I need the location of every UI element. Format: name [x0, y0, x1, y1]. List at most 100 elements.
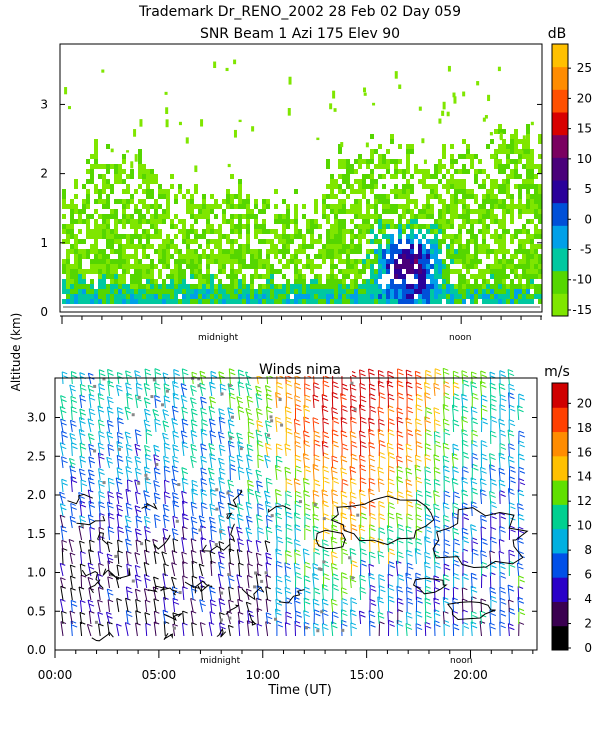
snr-cell [154, 279, 158, 284]
wind-barb-flag [388, 428, 394, 432]
snr-cell [346, 274, 350, 279]
snr-cell [446, 289, 450, 294]
snr-cell [254, 259, 258, 264]
snr-cell [410, 174, 414, 179]
snr-cell [414, 214, 418, 219]
snr-cell [142, 204, 146, 209]
snr-cell [466, 254, 470, 259]
snr-cell [538, 269, 542, 274]
snr-cell [230, 299, 234, 304]
wind-barb-flag [87, 599, 94, 603]
wind-barb-flag [79, 408, 86, 412]
snr-cell [370, 299, 374, 304]
snr-cell [314, 209, 318, 214]
wind-barb-flag [286, 482, 293, 486]
snr-cell [214, 199, 218, 204]
wind-barb [218, 551, 222, 565]
wind-barb-flag [155, 471, 161, 475]
snr-cell [358, 284, 362, 289]
snr-cell [258, 209, 262, 214]
wind-barb-flag [219, 622, 225, 626]
wind-barb-flag [286, 601, 293, 605]
snr-cell [422, 224, 426, 229]
wind-barb [209, 503, 213, 517]
wind-barb-flag [416, 589, 423, 593]
snr-cell [82, 289, 86, 294]
snr-cell [178, 299, 182, 304]
wind-barb [238, 563, 241, 577]
snr-cell [514, 159, 518, 164]
snr-cell [274, 244, 278, 249]
wind-barb-flag [370, 468, 376, 472]
wind-barb-flag [190, 516, 197, 520]
snr-cell [78, 259, 82, 264]
wind-barb [143, 574, 148, 589]
wind-barb-flag [98, 452, 104, 456]
snr-cell [326, 234, 330, 239]
snr-cell [286, 289, 290, 294]
wind-barb [191, 408, 194, 421]
wind-barb [359, 537, 362, 553]
wind-barb-flag [164, 459, 170, 463]
snr-cell [354, 284, 358, 289]
snr-cell [330, 284, 334, 289]
snr-cell [422, 204, 426, 209]
wind-barb-flag [135, 460, 142, 463]
wind-barb [424, 392, 427, 409]
snr-cell [139, 119, 143, 127]
snr-cell [138, 299, 142, 304]
snr-cell [342, 204, 346, 209]
snr-cell [430, 239, 434, 244]
snr-cell [258, 294, 262, 299]
wind-barb-flag [304, 561, 310, 565]
snr-cell [218, 249, 222, 254]
wind-barb [340, 524, 343, 541]
wind-barb-flag [117, 495, 123, 499]
snr-cell [242, 284, 246, 289]
snr-cell [530, 254, 534, 259]
wind-barb-flag [209, 481, 216, 485]
wind-barb-flag [324, 456, 330, 460]
wind-barb [144, 368, 148, 385]
snr-cell [386, 209, 390, 214]
snr-cell [74, 264, 78, 269]
snr-cell [350, 209, 354, 214]
snr-cell [510, 144, 514, 149]
wind-barb-flag [172, 455, 178, 459]
wind-barb-flag [315, 613, 321, 617]
wind-barb-flag [398, 447, 404, 451]
snr-cell [402, 229, 406, 234]
snr-cell [130, 284, 134, 289]
wind-barb-flag [313, 547, 320, 551]
wind-barb-flag [333, 577, 339, 581]
snr-cell [258, 274, 262, 279]
snr-cell [110, 148, 114, 153]
snr-cell [82, 239, 86, 244]
snr-cell [254, 204, 258, 209]
wind-barb [163, 563, 166, 577]
wind-barb [79, 456, 83, 469]
wind-barb-flag [406, 406, 413, 410]
snr-cell [478, 229, 482, 234]
wind-barb [171, 465, 176, 481]
wind-barb [106, 457, 110, 469]
snr-cell [98, 194, 102, 199]
wind-barb-flag [304, 394, 311, 398]
snr-cell [98, 224, 102, 229]
snr-cell [446, 264, 450, 269]
snr-cell [398, 194, 402, 199]
wind-barb-flag [407, 504, 414, 508]
snr-cell [62, 204, 66, 209]
wind-barb-flag [324, 480, 330, 484]
snr-cell [270, 249, 274, 254]
wind-barb [143, 562, 148, 577]
wind-barb [70, 600, 73, 613]
wind-barb-flag [342, 591, 348, 595]
snr-cell [242, 204, 246, 209]
snr-cell [370, 249, 374, 254]
snr-cell [166, 249, 170, 254]
snr-cell [94, 164, 98, 169]
snr-cell [398, 169, 402, 174]
wind-barb-flag [228, 586, 234, 590]
snr-cell [122, 219, 126, 224]
